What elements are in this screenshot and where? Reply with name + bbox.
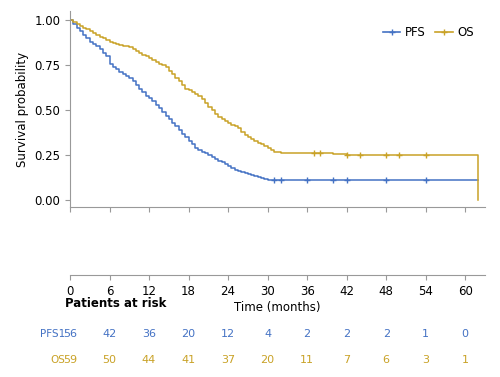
X-axis label: Time (months): Time (months) <box>234 301 321 314</box>
Text: 0: 0 <box>462 329 468 339</box>
Text: Patients at risk: Patients at risk <box>65 297 166 310</box>
Text: 41: 41 <box>182 355 196 365</box>
Text: 1: 1 <box>422 329 429 339</box>
Text: 1: 1 <box>462 355 468 365</box>
Text: 6: 6 <box>382 355 390 365</box>
Text: 50: 50 <box>102 355 117 365</box>
Text: 44: 44 <box>142 355 156 365</box>
Text: 12: 12 <box>221 329 235 339</box>
Text: 2: 2 <box>382 329 390 339</box>
Text: PFS1: PFS1 <box>40 329 65 339</box>
Text: 3: 3 <box>422 355 429 365</box>
Text: 37: 37 <box>221 355 235 365</box>
Text: 20: 20 <box>182 329 196 339</box>
Legend: PFS, OS: PFS, OS <box>378 21 479 44</box>
Text: OS: OS <box>50 355 65 365</box>
Text: 2: 2 <box>304 329 310 339</box>
Text: 59: 59 <box>63 355 77 365</box>
Y-axis label: Survival probability: Survival probability <box>16 52 28 167</box>
Text: 56: 56 <box>63 329 77 339</box>
Text: 42: 42 <box>102 329 117 339</box>
Text: 2: 2 <box>343 329 350 339</box>
Text: 20: 20 <box>260 355 274 365</box>
Text: 7: 7 <box>343 355 350 365</box>
Text: 11: 11 <box>300 355 314 365</box>
Text: 4: 4 <box>264 329 271 339</box>
Text: 36: 36 <box>142 329 156 339</box>
